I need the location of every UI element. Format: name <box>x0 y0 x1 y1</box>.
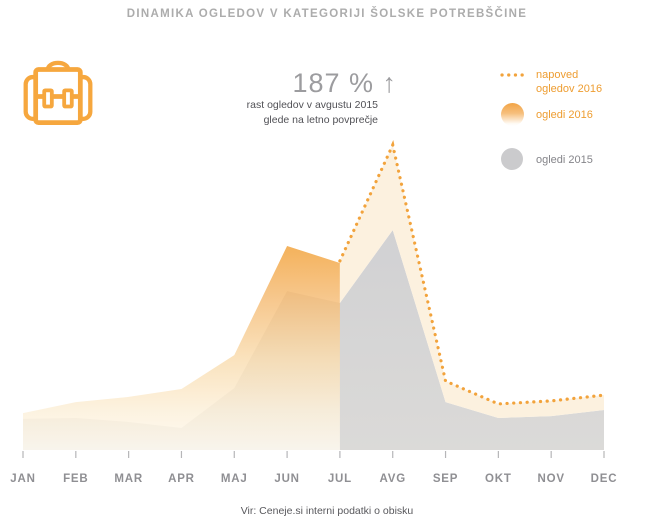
legend-label-forecast: napoved ogledov 2016 <box>536 69 603 95</box>
month-label: OKT <box>485 473 512 485</box>
growth-stat: 187 % ↑ rast ogledov v avgustu 2015 gled… <box>247 68 397 127</box>
growth-caption-line1: rast ogledov v avgustu 2015 <box>246 99 378 111</box>
month-label: AVG <box>379 473 405 485</box>
month-label: MAJ <box>221 473 248 485</box>
growth-value: 187 % ↑ <box>292 68 397 98</box>
gradient-circle-swatch-icon <box>500 103 524 126</box>
area-napoved-2016 <box>339 145 604 418</box>
month-label: JUN <box>274 473 299 485</box>
month-label: JUL <box>328 473 352 485</box>
month-label: MAR <box>114 473 143 485</box>
month-label: JAN <box>10 473 35 485</box>
forecast-dotted-line <box>338 139 606 406</box>
legend-item-2015: ogledi 2015 <box>500 148 593 170</box>
backpack-icon <box>23 60 93 126</box>
legend-item-2016: ogledi 2016 <box>500 103 593 126</box>
growth-caption-line2: glede na letno povprečje <box>263 113 378 126</box>
month-label: DEC <box>591 473 618 485</box>
legend-item-forecast: napoved ogledov 2016 <box>500 68 602 96</box>
page-title: DINAMIKA OGLEDOV V KATEGORIJI ŠOLSKE POT… <box>126 8 528 20</box>
month-label: APR <box>168 473 195 485</box>
legend-label-2015: ogledi 2015 <box>536 154 593 166</box>
source-note: Vir: Ceneje.si interni podatki o obisku <box>240 505 414 517</box>
area-ogledi-2016 <box>23 245 340 450</box>
month-label: SEP <box>433 473 458 485</box>
gray-circle-swatch-icon <box>500 148 524 170</box>
month-label: NOV <box>538 473 565 485</box>
legend-label-2016: ogledi 2016 <box>536 109 593 121</box>
dotted-line-swatch-icon <box>500 68 524 82</box>
month-label: FEB <box>63 473 88 485</box>
